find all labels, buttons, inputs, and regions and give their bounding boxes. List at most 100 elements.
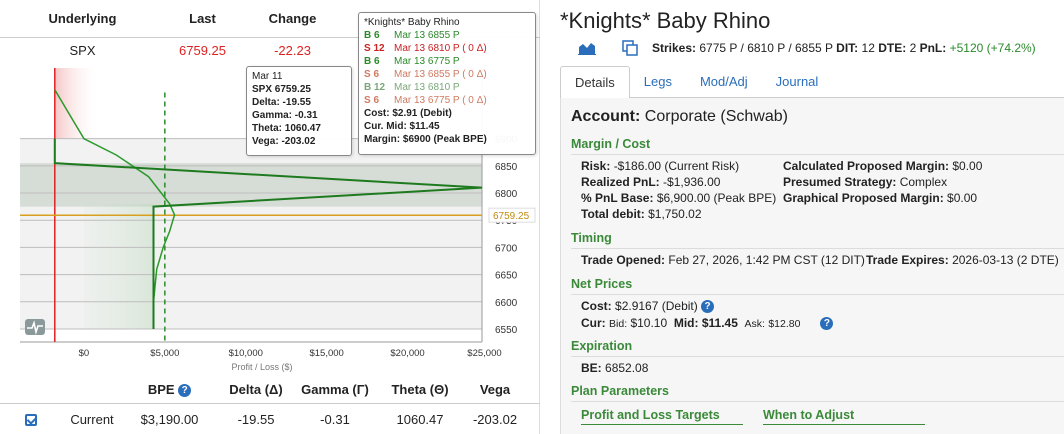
greeks-header-gamma: Gamma (Γ) xyxy=(301,382,369,397)
calc-margin-label: Calculated Proposed Margin: xyxy=(783,159,950,173)
strategy-label: Presumed Strategy: xyxy=(783,175,897,189)
trade-leg-side: S 12 xyxy=(364,43,385,54)
trade-stats: Strikes: 6775 P / 6810 P / 6855 P DIT: 1… xyxy=(652,41,1036,55)
be-line: BE: 6852.08 xyxy=(581,361,648,375)
divider xyxy=(571,401,1064,402)
chart-icon[interactable] xyxy=(578,41,596,55)
risk-graph-panel: Underlying Last Change SPX 6759.25 -22.2… xyxy=(0,0,540,434)
copy-icon[interactable] xyxy=(622,40,638,56)
trade-leg-side: S 6 xyxy=(364,95,380,106)
pnl-base-value: $6,900.00 (Peak BPE) xyxy=(656,191,777,205)
trade-leg-desc: Mar 13 6855 P ( 0 Δ) xyxy=(394,69,487,80)
x-tick-label: $0 xyxy=(79,348,90,359)
trade-title: *Knights* Baby Rhino xyxy=(560,8,771,33)
graph-margin-line: Graphical Proposed Margin: $0.00 xyxy=(783,191,977,205)
strategy-value: Complex xyxy=(899,175,948,189)
current-price-tag xyxy=(488,207,536,223)
greeks-row-delta: -19.55 xyxy=(237,412,275,427)
dte-label: DTE: xyxy=(878,41,907,55)
tab-mod-adj[interactable]: Mod/Adj xyxy=(699,74,748,89)
timing-heading: Timing xyxy=(571,231,612,245)
expiration-heading: Expiration xyxy=(571,339,633,353)
bid-value: $10.10 xyxy=(630,316,668,330)
tooltip-date: Mar 11 xyxy=(252,71,283,82)
expires-value: 2026-03-13 (2 DTE) xyxy=(952,253,1059,267)
quote-change: -22.23 xyxy=(274,43,311,58)
pnl-chart-svg: 690068506800675067006650660065506759.25$… xyxy=(20,68,536,372)
risk-label: Risk: xyxy=(581,159,611,173)
divider xyxy=(571,294,1064,295)
total-debit-value: $1,750.02 xyxy=(648,207,702,221)
trade-leg: B 6 Mar 13 6775 P xyxy=(364,55,530,68)
y-tick-label: 6800 xyxy=(495,189,518,200)
greeks-row-checkbox[interactable] xyxy=(0,406,62,434)
trade-tooltip-name: *Knights* Baby Rhino xyxy=(364,17,460,28)
risk-line: Risk: -$186.00 (Current Risk) xyxy=(581,159,739,173)
quote-header-last: Last xyxy=(189,11,216,26)
risk-value: -$186.00 (Current Risk) xyxy=(613,159,740,173)
trade-leg-desc: Mar 13 6775 P ( 0 Δ) xyxy=(394,95,487,106)
greeks-header-delta: Delta (Δ) xyxy=(229,382,283,397)
profit-zone-band xyxy=(20,163,482,207)
account-line: Account: Corporate (Schwab) xyxy=(571,108,788,126)
graph-margin-label: Graphical Proposed Margin: xyxy=(783,191,944,205)
be-label: BE: xyxy=(581,361,602,375)
tooltip-theta: Theta: 1060.47 xyxy=(252,123,321,134)
strategy-line: Presumed Strategy: Complex xyxy=(783,175,947,189)
total-debit-line: Total debit: $1,750.02 xyxy=(581,207,702,221)
trade-tooltip-mid: Cur. Mid: $11.45 xyxy=(364,121,440,132)
realized-label: Realized PnL: xyxy=(581,175,660,189)
info-icon[interactable]: ? xyxy=(820,317,834,330)
x-tick-label: $25,000 xyxy=(467,348,501,359)
checkbox-icon[interactable] xyxy=(25,414,37,426)
y-tick-label: 6600 xyxy=(495,298,518,309)
tab-details[interactable]: Details xyxy=(560,66,630,99)
plan-heading: Plan Parameters xyxy=(571,384,669,398)
pl-targets-heading: Profit and Loss Targets xyxy=(581,408,743,425)
dit-label: DIT: xyxy=(836,41,859,55)
info-icon[interactable]: ? xyxy=(701,300,715,313)
info-icon[interactable]: ? xyxy=(178,384,192,397)
strikes-value: 6775 P / 6810 P / 6855 P xyxy=(699,41,833,55)
x-axis-title: Profit / Loss ($) xyxy=(231,362,292,372)
y-tick-label: 6650 xyxy=(495,271,518,282)
trade-detail-panel: *Knights* Baby Rhino Strikes: 6775 P / 6… xyxy=(548,0,1064,434)
trade-toolbar: Strikes: 6775 P / 6810 P / 6855 P DIT: 1… xyxy=(578,40,1036,56)
when-adjust-heading: When to Adjust xyxy=(763,408,925,425)
realized-line: Realized PnL: -$1,936.00 xyxy=(581,175,720,189)
opened-label: Trade Opened: xyxy=(581,253,666,267)
greeks-header-spacer-2 xyxy=(62,376,122,403)
greeks-header-spacer xyxy=(0,376,62,403)
divider xyxy=(571,356,1064,357)
greeks-header-bpe: BPE ? xyxy=(122,376,217,403)
trade-leg: S 6 Mar 13 6775 P ( 0 Δ) xyxy=(364,94,530,107)
tab-legs[interactable]: Legs xyxy=(643,74,672,89)
greeks-row-theta: 1060.47 xyxy=(396,412,444,427)
trade-leg-side: B 12 xyxy=(364,82,386,93)
tab-journal[interactable]: Journal xyxy=(775,74,819,89)
greeks-header: BPE ? Delta (Δ) Gamma (Γ) Theta (Θ) Vega xyxy=(0,376,540,404)
margin-cost-heading: Margin / Cost xyxy=(571,137,651,151)
x-tick-label: $20,000 xyxy=(390,348,424,359)
bid-label: Bid: xyxy=(609,318,628,330)
chart-logo-icon[interactable] xyxy=(25,319,45,335)
total-debit-label: Total debit: xyxy=(581,207,645,221)
gain-gradient xyxy=(83,203,154,329)
divider xyxy=(571,154,1064,155)
divider xyxy=(571,248,1064,249)
cost-label: Cost: xyxy=(581,299,612,313)
today-pnl-series xyxy=(54,89,176,329)
realized-value: -$1,936.00 xyxy=(663,175,721,189)
ask-value: $12.80 xyxy=(768,318,801,330)
details-content: Account: Corporate (Schwab) Margin / Cos… xyxy=(560,98,1064,434)
x-tick-label: $5,000 xyxy=(150,348,179,359)
opened-value: Feb 27, 2026, 1:42 PM CST (12 DIT) xyxy=(668,253,865,267)
pnl-base-line: % PnL Base: $6,900.00 (Peak BPE) xyxy=(581,191,776,205)
cur-line: Cur: Bid: $10.10 Mid: $11.45 Ask: $12.80… xyxy=(581,316,834,330)
trade-leg-desc: Mar 13 6775 P xyxy=(394,56,460,67)
calc-margin-line: Calculated Proposed Margin: $0.00 xyxy=(783,159,982,173)
pnl-base-label: % PnL Base: xyxy=(581,191,654,205)
expiration-pnl-series xyxy=(53,138,483,329)
